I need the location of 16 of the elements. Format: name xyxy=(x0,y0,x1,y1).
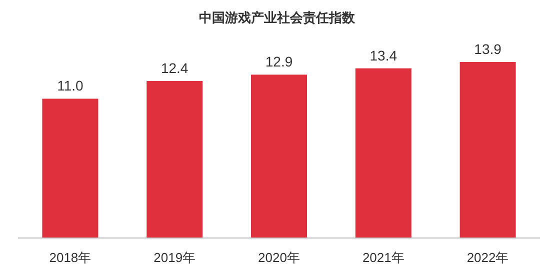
data-label: 12.4 xyxy=(160,60,188,76)
x-tick-label: 2019年 xyxy=(154,250,196,265)
x-tick-label: 2022年 xyxy=(466,250,509,265)
bar xyxy=(460,62,516,238)
chart-title: 中国游戏产业社会责任指数 xyxy=(199,10,356,25)
data-label: 13.9 xyxy=(474,41,502,57)
data-label: 11.0 xyxy=(57,78,84,94)
bar xyxy=(42,98,98,238)
data-label: 12.9 xyxy=(265,54,293,70)
data-label: 13.4 xyxy=(370,47,398,64)
x-tick-label: 2018年 xyxy=(49,250,92,265)
bar xyxy=(355,68,412,238)
bar xyxy=(146,80,203,238)
x-tick-label: 2020年 xyxy=(258,250,300,265)
x-tick-label: 2021年 xyxy=(362,250,404,265)
bar xyxy=(251,74,307,238)
